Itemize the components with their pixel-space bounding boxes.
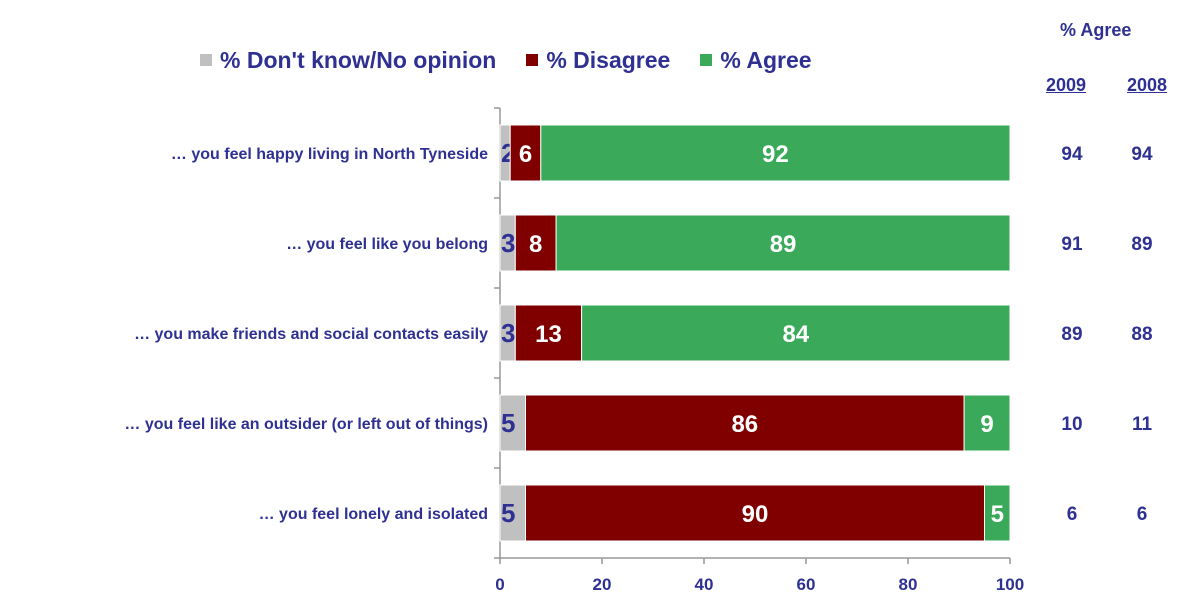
chart-legend: % Don't know/No opinion % Disagree % Agr… (200, 45, 812, 75)
bar-segment (581, 304, 1011, 362)
data-label: 84 (782, 321, 809, 348)
data-label: 5 (501, 498, 515, 528)
x-tick-label: 100 (996, 575, 1024, 594)
data-label: 86 (731, 411, 758, 438)
legend-item-disagree: % Disagree (526, 47, 670, 74)
side-table-value: 89 (1131, 234, 1152, 255)
legend-label-disagree: % Disagree (546, 46, 671, 73)
data-label: 5 (991, 501, 1004, 528)
category-label: … you feel happy living in North Tynesid… (171, 146, 488, 163)
data-label: 13 (535, 321, 562, 348)
legend-item-dont-know: % Don't know/No opinion (200, 47, 496, 74)
bar-segment (499, 394, 526, 452)
x-tick-label: 0 (495, 575, 504, 594)
side-table-value: 94 (1061, 144, 1083, 165)
bar-segment (514, 304, 583, 362)
x-tick-label: 80 (899, 575, 918, 594)
bar-segment (525, 394, 965, 452)
side-table-value: 94 (1131, 144, 1153, 165)
bar-segment (509, 124, 542, 182)
side-table-year-2008: 2008 (1127, 75, 1168, 95)
bar-segment (984, 484, 1011, 542)
category-label: … you feel like you belong (286, 236, 488, 253)
bar-segment (540, 124, 1011, 182)
bar-segment (963, 394, 1011, 452)
legend-swatch-dont-know (200, 54, 212, 66)
x-tick-label: 60 (797, 575, 816, 594)
side-table-value: 6 (1067, 504, 1078, 525)
bar-segment (555, 214, 1011, 272)
bar-segment (499, 484, 526, 542)
side-table-value: 91 (1061, 234, 1083, 255)
legend-swatch-agree (700, 54, 713, 66)
side-table-value: 89 (1061, 324, 1082, 345)
legend-item-agree: % Agree (700, 46, 812, 74)
category-label: … you feel lonely and isolated (259, 506, 488, 523)
data-label: 3 (501, 318, 515, 348)
data-label: 6 (519, 141, 532, 168)
x-tick-label: 40 (695, 575, 714, 594)
legend-label-agree: % Agree (720, 46, 812, 73)
data-label: 9 (980, 411, 993, 438)
side-table-value: 88 (1131, 324, 1152, 345)
data-label: 89 (770, 231, 797, 258)
data-label: 5 (501, 408, 515, 438)
category-label: … you feel like an outsider (or left out… (124, 416, 488, 433)
side-table-year-2009: 2009 (1046, 75, 1087, 95)
data-label: 92 (762, 141, 789, 168)
bar-segment (525, 484, 985, 542)
side-table-value: 11 (1132, 414, 1153, 435)
bar-segment (514, 214, 557, 272)
side-table-value: 6 (1137, 504, 1148, 525)
data-label: 8 (529, 231, 542, 258)
legend-label-dont-know: % Don't know/No opinion (220, 46, 497, 73)
legend-swatch-disagree (526, 54, 539, 66)
data-label: 3 (501, 228, 515, 258)
category-label: … you make friends and social contacts e… (134, 326, 488, 343)
x-tick-label: 20 (593, 575, 612, 594)
data-label: 90 (742, 501, 769, 528)
side-table-title: % Agree (1060, 20, 1132, 40)
side-table-value: 10 (1061, 414, 1082, 435)
